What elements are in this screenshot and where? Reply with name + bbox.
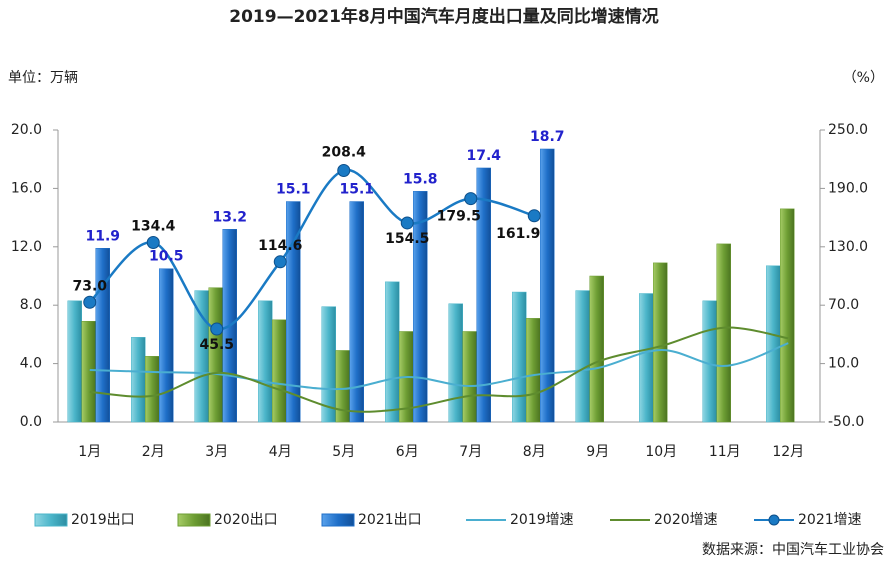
x-tick-label: 4月 — [269, 444, 292, 460]
x-tick-label: 1月 — [78, 444, 101, 460]
x-tick-label: 2月 — [142, 444, 165, 460]
chart-title: 2019—2021年8月中国汽车月度出口量及同比增速情况 — [229, 6, 658, 27]
value-label: 134.4 — [131, 219, 176, 235]
line — [88, 168, 535, 331]
y2-axis-label: （%） — [843, 70, 884, 86]
bar — [145, 356, 160, 423]
bar — [575, 290, 590, 423]
y2-tick-label: 190.0 — [828, 180, 868, 196]
y-tick-label: 20.0 — [11, 122, 42, 138]
legend-label: 2020出口 — [214, 512, 278, 528]
bar — [653, 262, 668, 423]
bar — [131, 337, 146, 423]
marker — [527, 209, 541, 223]
y2-tick-label: 130.0 — [828, 239, 868, 255]
bar — [540, 148, 555, 423]
value-label: 161.9 — [496, 226, 540, 242]
value-label: 179.5 — [437, 209, 481, 225]
bar — [413, 191, 428, 423]
x-tick-label: 8月 — [523, 444, 546, 460]
value-label: 73.0 — [72, 278, 107, 294]
x-tick-label: 10月 — [645, 444, 677, 460]
y-tick-label: 8.0 — [20, 297, 42, 313]
legend-label: 2020增速 — [654, 512, 718, 528]
bar — [272, 319, 287, 423]
x-tick-label: 12月 — [772, 444, 804, 460]
bar — [526, 318, 541, 423]
bar — [159, 268, 174, 423]
bar — [780, 208, 795, 423]
marker — [337, 163, 351, 177]
x-tick-label: 5月 — [332, 444, 355, 460]
value-label: 15.1 — [339, 182, 374, 198]
legend-swatch — [177, 513, 211, 527]
y-tick-label: 12.0 — [11, 239, 42, 255]
marker — [400, 216, 414, 230]
bar — [716, 243, 731, 423]
value-label: 13.2 — [212, 209, 247, 225]
marker — [273, 255, 287, 269]
value-label: 208.4 — [322, 144, 367, 160]
value-label: 17.4 — [466, 148, 501, 164]
bar — [208, 287, 223, 423]
bar — [349, 201, 364, 423]
marker — [83, 295, 97, 309]
y2-tick-label: 70.0 — [828, 297, 859, 313]
legend-label: 2021增速 — [798, 512, 862, 528]
bar — [462, 331, 477, 423]
bar — [258, 300, 273, 423]
x-tick-label: 9月 — [586, 444, 609, 460]
line — [89, 326, 789, 413]
x-tick-label: 7月 — [459, 444, 482, 460]
y2-tick-label: 10.0 — [828, 356, 859, 372]
bar — [286, 201, 301, 423]
x-tick-label: 3月 — [205, 444, 228, 460]
y-tick-label: 4.0 — [20, 356, 42, 372]
value-label: 154.5 — [385, 231, 429, 247]
bar — [448, 303, 463, 423]
value-label: 11.9 — [85, 228, 120, 244]
legend-swatch — [321, 513, 355, 527]
bar — [702, 300, 717, 423]
y-axis-label: 单位：万辆 — [8, 70, 78, 86]
legend-swatch — [34, 513, 68, 527]
value-label: 45.5 — [199, 337, 234, 353]
bar — [476, 167, 491, 423]
bar — [766, 265, 781, 423]
bar — [95, 248, 110, 423]
value-label: 15.8 — [403, 171, 438, 187]
bar — [589, 275, 604, 423]
legend-label: 2021出口 — [358, 512, 422, 528]
bar — [67, 300, 82, 423]
legend-label: 2019增速 — [510, 512, 574, 528]
bar — [639, 293, 654, 423]
marker — [146, 236, 160, 250]
value-label: 15.1 — [276, 182, 311, 198]
value-label: 10.5 — [149, 249, 184, 265]
value-label: 114.6 — [258, 238, 302, 254]
legend-label: 2019出口 — [71, 512, 135, 528]
y-tick-label: 0.0 — [20, 414, 42, 430]
bar — [385, 281, 400, 423]
marker — [210, 322, 224, 336]
y2-tick-label: 250.0 — [828, 122, 868, 138]
value-label: 18.7 — [530, 129, 565, 145]
y2-tick-label: -50.0 — [828, 414, 864, 430]
bar — [512, 291, 527, 423]
y-tick-label: 16.0 — [11, 180, 42, 196]
legend-marker — [768, 514, 780, 526]
bar — [81, 321, 96, 423]
x-tick-label: 6月 — [396, 444, 419, 460]
source: 数据来源：中国汽车工业协会 — [702, 541, 884, 558]
x-tick-label: 11月 — [709, 444, 741, 460]
marker — [464, 192, 478, 206]
line — [89, 342, 789, 391]
